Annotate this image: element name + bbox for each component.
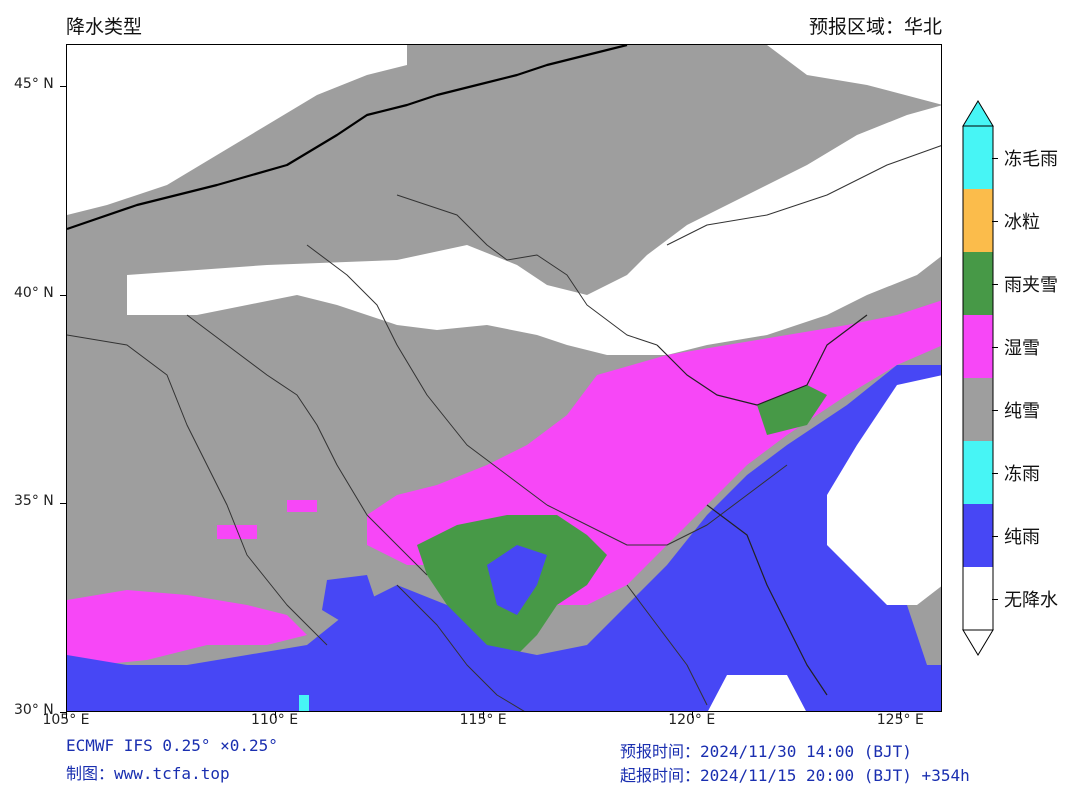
colorbar-tick	[992, 472, 998, 474]
lat-tick-label: 30° N	[14, 702, 54, 718]
lon-tick-label: 120° E	[668, 712, 716, 728]
colorbar-label: 纯雪	[1004, 400, 1040, 422]
no-precip-shanghai	[708, 675, 806, 711]
colorbar-swatch	[963, 378, 993, 441]
colorbar-tick	[992, 598, 998, 600]
province-border-6	[396, 584, 525, 711]
colorbar-swatch	[963, 126, 993, 189]
lon-tick	[274, 712, 276, 718]
precip-type-colorbar	[962, 100, 994, 656]
freezing-rain-spot	[299, 695, 309, 711]
lat-tick-label: 35° N	[14, 493, 54, 510]
province-border-5	[546, 464, 788, 546]
lon-tick-label: 110° E	[251, 712, 299, 728]
colorbar-extend-top	[962, 100, 994, 127]
province-border-8	[666, 145, 941, 246]
lat-tick	[60, 503, 66, 505]
lat-tick	[60, 294, 66, 296]
colorbar-tick	[992, 283, 998, 285]
colorbar-tick	[992, 346, 998, 348]
colorbar-swatch	[963, 252, 993, 315]
lat-tick	[60, 712, 66, 713]
lon-tick	[483, 712, 485, 718]
colorbar-label: 雨夹雪	[1004, 274, 1058, 296]
province-border-7	[626, 584, 708, 706]
colorbar-tick	[992, 409, 998, 411]
colorbar-label: 湿雪	[1004, 337, 1040, 359]
rain-band-south	[67, 695, 327, 711]
colorbar-label: 纯雨	[1004, 526, 1040, 548]
lat-tick-label: 45° N	[14, 75, 54, 92]
lon-tick	[900, 712, 902, 718]
no-precip-northwest	[67, 45, 407, 215]
province-border-2	[186, 314, 428, 576]
map-title: 降水类型	[66, 16, 143, 38]
colorbar-label: 冻毛雨	[1004, 148, 1058, 170]
colorbar-label: 无降水	[1004, 589, 1058, 611]
no-precip-sea	[827, 375, 941, 605]
province-border-3	[67, 334, 328, 646]
precipitation-type-map	[66, 44, 942, 712]
colorbar-tick	[992, 220, 998, 222]
rain-inner-2	[322, 575, 377, 625]
no-precip-north	[127, 105, 941, 355]
coastline-bohai	[656, 314, 868, 406]
wetsnow-patch-1	[217, 525, 257, 539]
lon-tick-label: 105° E	[42, 712, 90, 728]
lat-tick	[60, 85, 66, 87]
wetsnow-patch-2	[287, 500, 317, 512]
lat-tick-label: 40° N	[14, 284, 54, 301]
lon-tick	[66, 712, 67, 718]
model-info: ECMWF IFS 0.25° ×0.25°	[66, 736, 278, 755]
colorbar-tick	[992, 535, 998, 537]
map-canvas	[67, 45, 941, 711]
colorbar-swatch	[963, 567, 993, 630]
rain-region	[67, 365, 941, 711]
colorbar-outline	[962, 125, 994, 631]
province-border-1	[396, 194, 658, 346]
colorbar-tick	[992, 157, 998, 159]
rain-inner-1	[487, 545, 547, 615]
colorbar-swatch	[963, 441, 993, 504]
colorbar-swatch	[963, 189, 993, 252]
colorbar-extend-bottom	[962, 629, 994, 656]
valid-time: 预报时间：2024/11/30 14:00 (BJT)	[620, 742, 912, 761]
province-border-4	[306, 244, 548, 506]
wetsnow-region-southwest	[67, 590, 307, 665]
init-time: 起报时间：2024/11/15 20:00 (BJT) +354h	[620, 766, 970, 785]
colorbar-swatch	[963, 504, 993, 567]
lon-tick	[691, 712, 693, 718]
colorbar-swatch	[963, 315, 993, 378]
forecast-region: 预报区域：华北	[808, 16, 942, 38]
lon-tick-label: 125° E	[876, 712, 924, 728]
sleet-region-coast	[757, 385, 827, 435]
lon-tick-label: 115° E	[459, 712, 507, 728]
no-precip-northeast	[767, 45, 941, 105]
coastline-east	[706, 504, 828, 696]
colorbar-label: 冻雨	[1004, 463, 1040, 485]
colorbar-label: 冰粒	[1004, 211, 1040, 233]
national-border	[67, 45, 628, 231]
credit-link[interactable]: 制图：www.tcfa.top	[66, 764, 230, 783]
